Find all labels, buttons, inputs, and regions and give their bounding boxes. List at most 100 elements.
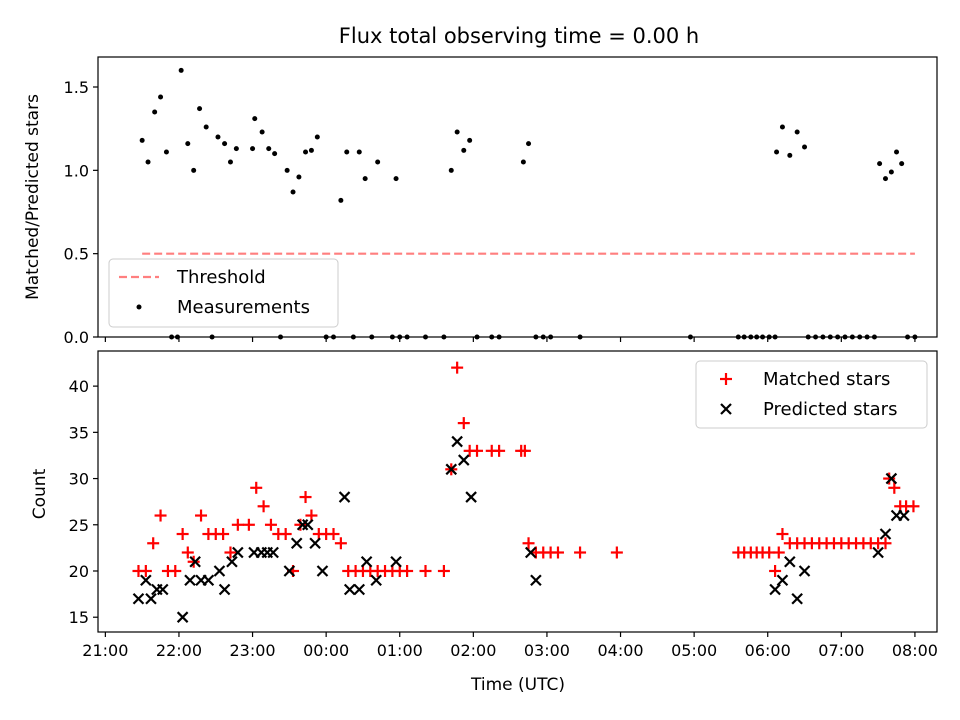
predicted-star-point bbox=[769, 583, 781, 596]
x-tick-label: 08:00 bbox=[892, 641, 938, 660]
matched-star-point bbox=[879, 537, 892, 550]
matched-star-point bbox=[154, 509, 167, 522]
predicted-star-point bbox=[202, 574, 215, 587]
measurements-legend-label: Measurements bbox=[177, 297, 310, 318]
measurement-point bbox=[338, 197, 344, 203]
x-tick-label: 22:00 bbox=[156, 641, 202, 660]
matched-star-point bbox=[327, 528, 340, 541]
measurement-point bbox=[888, 169, 894, 175]
matched-star-point bbox=[471, 444, 484, 457]
matched-star-point bbox=[907, 500, 920, 513]
measurement-point bbox=[779, 124, 785, 130]
matched-star-point bbox=[299, 491, 312, 504]
predicted-star-point bbox=[370, 574, 382, 587]
measurement-point bbox=[227, 159, 233, 165]
predicted-star-point bbox=[156, 583, 169, 596]
predicted-star-point bbox=[898, 509, 910, 522]
top-y-tick-label: 1.0 bbox=[64, 161, 89, 180]
x-tick-label: 04:00 bbox=[597, 641, 643, 660]
bottom-y-axis-label: Count bbox=[30, 468, 50, 519]
bottom-y-tick-label: 15 bbox=[69, 608, 89, 627]
predicted-star-point bbox=[784, 555, 796, 568]
predicted-legend-label: Predicted stars bbox=[763, 399, 897, 420]
matched-star-point bbox=[769, 564, 782, 577]
measurement-point bbox=[284, 167, 290, 173]
predicted-star-point bbox=[145, 592, 157, 605]
measurement-point bbox=[296, 174, 302, 180]
matched-legend-label: Matched stars bbox=[763, 369, 890, 390]
measurement-point bbox=[375, 159, 381, 165]
matched-star-point bbox=[242, 518, 255, 531]
measurement-point bbox=[448, 167, 454, 173]
matched-star-point bbox=[551, 546, 564, 559]
measurement-point bbox=[356, 149, 362, 155]
matched-star-point bbox=[457, 417, 470, 430]
matched-star-point bbox=[217, 528, 230, 541]
bottom-axes-frame bbox=[97, 350, 938, 633]
matched-star-point bbox=[451, 361, 464, 374]
measurement-point bbox=[454, 129, 460, 135]
matched-star-point bbox=[305, 509, 318, 522]
top-y-axis: 0.0 0.5 1.0 1.5 bbox=[64, 78, 916, 347]
measurement-point bbox=[185, 141, 191, 147]
measurement-point bbox=[272, 151, 278, 157]
measurement-point bbox=[233, 146, 239, 152]
measurement-point bbox=[203, 124, 209, 130]
measurement-point bbox=[774, 149, 780, 155]
measurement-point bbox=[882, 176, 888, 182]
measurement-point bbox=[899, 161, 905, 167]
matched-star-point bbox=[224, 546, 237, 559]
top-legend: Threshold Measurements bbox=[108, 258, 339, 328]
measurement-point bbox=[467, 137, 473, 143]
predicted-star-point bbox=[353, 583, 366, 596]
x-tick-label: 21:00 bbox=[82, 641, 128, 660]
measurement-point bbox=[393, 176, 399, 182]
matched-star-point bbox=[888, 481, 901, 494]
bottom-legend: Matched stars Predicted stars bbox=[695, 360, 928, 429]
matched-star-point bbox=[776, 528, 789, 541]
predicted-star-point bbox=[218, 583, 231, 596]
predicted-star-point bbox=[872, 546, 884, 559]
measurement-point bbox=[178, 67, 184, 73]
predicted-star-point bbox=[140, 574, 152, 587]
matched-star-point bbox=[257, 500, 270, 513]
predicted-star-point bbox=[290, 537, 303, 550]
predicted-star-point bbox=[791, 592, 803, 605]
predicted-star-point bbox=[309, 537, 321, 550]
predicted-star-point bbox=[530, 574, 542, 587]
x-tick-label: 07:00 bbox=[818, 641, 864, 660]
x-tick-label: 23:00 bbox=[229, 641, 275, 660]
predicted-star-point bbox=[316, 565, 329, 577]
threshold-legend-label: Threshold bbox=[176, 267, 266, 288]
measurement-point bbox=[314, 134, 320, 140]
measurement-point bbox=[787, 152, 793, 158]
matched-star-point bbox=[139, 564, 152, 577]
measurement-point bbox=[158, 94, 164, 100]
measurement-point bbox=[259, 129, 265, 135]
bottom-y-tick-label: 20 bbox=[69, 562, 89, 581]
x-tick-label: 01:00 bbox=[377, 641, 423, 660]
measurement-point bbox=[362, 176, 368, 182]
top-y-tick-label: 1.5 bbox=[64, 78, 89, 97]
measurements-legend-swatch bbox=[136, 304, 142, 310]
matched-star-point bbox=[772, 546, 785, 559]
matched-star-point bbox=[181, 546, 194, 559]
predicted-star-point bbox=[360, 555, 373, 568]
predicted-star-point bbox=[232, 546, 244, 559]
matched-star-point bbox=[437, 564, 450, 577]
x-tick-label: 03:00 bbox=[524, 641, 570, 660]
top-y-tick-label: 0.5 bbox=[64, 245, 89, 264]
matched-star-point bbox=[250, 481, 263, 494]
bottom-y-tick-label: 40 bbox=[69, 377, 89, 396]
matched-star-point bbox=[176, 528, 189, 541]
matched-star-point bbox=[231, 518, 244, 531]
top-axes-frame bbox=[97, 56, 938, 338]
matched-star-point bbox=[522, 537, 535, 550]
bottom-axes: 15 20 25 30 35 40 21:00 22:00 23:00 00:00 01:00 02:… bbox=[69, 377, 938, 660]
measurement-point bbox=[303, 149, 309, 155]
predicted-star-point bbox=[879, 528, 892, 540]
measurement-point bbox=[290, 189, 296, 195]
x-tick-label: 06:00 bbox=[745, 641, 791, 660]
matched-legend-marker bbox=[720, 373, 732, 385]
